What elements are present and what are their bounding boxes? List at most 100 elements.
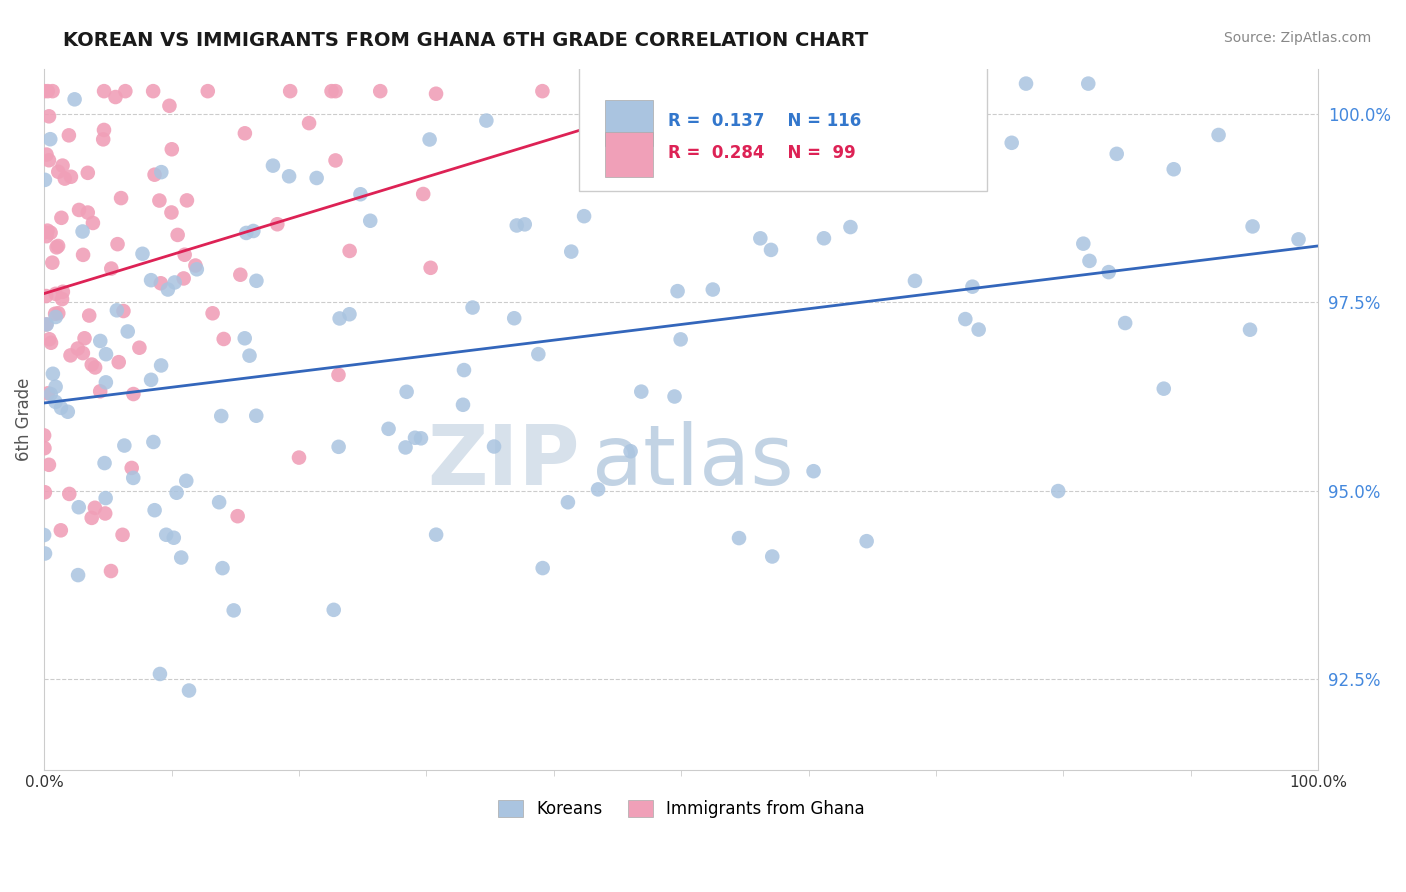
Point xyxy=(46,165,69,179)
Point xyxy=(305,171,328,186)
Point xyxy=(100,261,122,276)
Point xyxy=(111,528,134,542)
Point xyxy=(91,132,114,146)
Point xyxy=(159,99,181,113)
Point xyxy=(51,211,73,225)
Point xyxy=(339,244,361,258)
Point xyxy=(904,274,927,288)
Point xyxy=(173,248,195,262)
Point xyxy=(278,84,301,98)
Point xyxy=(451,398,474,412)
Point xyxy=(114,84,136,98)
Point xyxy=(186,262,208,277)
Point xyxy=(38,109,60,123)
Legend: Koreans, Immigrants from Ghana: Koreans, Immigrants from Ghana xyxy=(491,793,872,825)
Point xyxy=(39,226,62,240)
Point xyxy=(211,561,233,575)
Point xyxy=(35,229,58,244)
Point xyxy=(32,428,55,442)
Point xyxy=(321,84,343,98)
Point xyxy=(201,306,224,320)
Point xyxy=(813,231,835,245)
Point xyxy=(586,483,609,497)
Point xyxy=(112,438,135,452)
Point xyxy=(51,292,73,306)
FancyBboxPatch shape xyxy=(605,100,654,145)
Point xyxy=(482,440,505,454)
Point xyxy=(425,87,447,101)
Point xyxy=(839,220,862,235)
Point xyxy=(278,169,301,184)
Point xyxy=(226,509,249,524)
Point xyxy=(34,485,56,500)
Point xyxy=(105,303,128,318)
Point xyxy=(328,368,350,382)
Point xyxy=(67,568,90,582)
Point xyxy=(163,531,186,545)
Point xyxy=(100,564,122,578)
Point xyxy=(212,332,235,346)
Point xyxy=(329,311,352,326)
Point xyxy=(38,458,60,472)
Point xyxy=(93,123,115,137)
Point xyxy=(620,444,643,458)
Point xyxy=(1015,77,1038,91)
Point xyxy=(967,322,990,336)
Point xyxy=(209,409,232,423)
Point xyxy=(73,331,96,345)
Point xyxy=(35,318,58,332)
Point xyxy=(84,360,107,375)
Point xyxy=(855,534,877,549)
Point xyxy=(233,331,256,345)
Point xyxy=(328,440,350,454)
Point xyxy=(35,147,58,161)
Point xyxy=(761,549,783,564)
Point xyxy=(139,273,162,287)
Point xyxy=(89,334,111,348)
Point xyxy=(803,464,825,478)
Point xyxy=(34,546,56,560)
Point xyxy=(89,384,111,399)
Point xyxy=(752,84,775,98)
Point xyxy=(35,318,58,332)
Point xyxy=(93,456,115,470)
Point xyxy=(368,84,391,98)
Point xyxy=(669,332,692,346)
Point xyxy=(128,341,150,355)
Text: Source: ZipAtlas.com: Source: ZipAtlas.com xyxy=(1223,31,1371,45)
Point xyxy=(149,277,172,291)
Point xyxy=(208,495,231,509)
Point xyxy=(174,474,197,488)
Text: KOREAN VS IMMIGRANTS FROM GHANA 6TH GRADE CORRELATION CHART: KOREAN VS IMMIGRANTS FROM GHANA 6TH GRAD… xyxy=(63,31,869,50)
Point xyxy=(94,347,117,361)
Point xyxy=(77,309,100,323)
Point xyxy=(176,194,198,208)
Point xyxy=(560,244,582,259)
Point xyxy=(702,283,724,297)
Point xyxy=(45,286,67,301)
Point xyxy=(66,342,89,356)
Point xyxy=(262,159,284,173)
Point xyxy=(703,77,725,91)
Point xyxy=(39,335,62,350)
Point xyxy=(453,363,475,377)
Point xyxy=(67,202,90,217)
Point xyxy=(1047,484,1070,499)
Point xyxy=(150,359,173,373)
Point xyxy=(52,285,75,299)
Point xyxy=(83,500,105,515)
Point xyxy=(44,395,66,409)
Point xyxy=(166,485,188,500)
Point xyxy=(1098,265,1121,279)
Point xyxy=(142,435,165,450)
Point xyxy=(1071,236,1094,251)
Point xyxy=(59,348,82,362)
Point xyxy=(184,259,207,273)
Point xyxy=(475,113,498,128)
Point xyxy=(53,171,76,186)
Point xyxy=(80,358,103,372)
Point xyxy=(233,126,256,140)
Point xyxy=(37,224,59,238)
Point xyxy=(557,495,579,509)
Point xyxy=(666,284,689,298)
